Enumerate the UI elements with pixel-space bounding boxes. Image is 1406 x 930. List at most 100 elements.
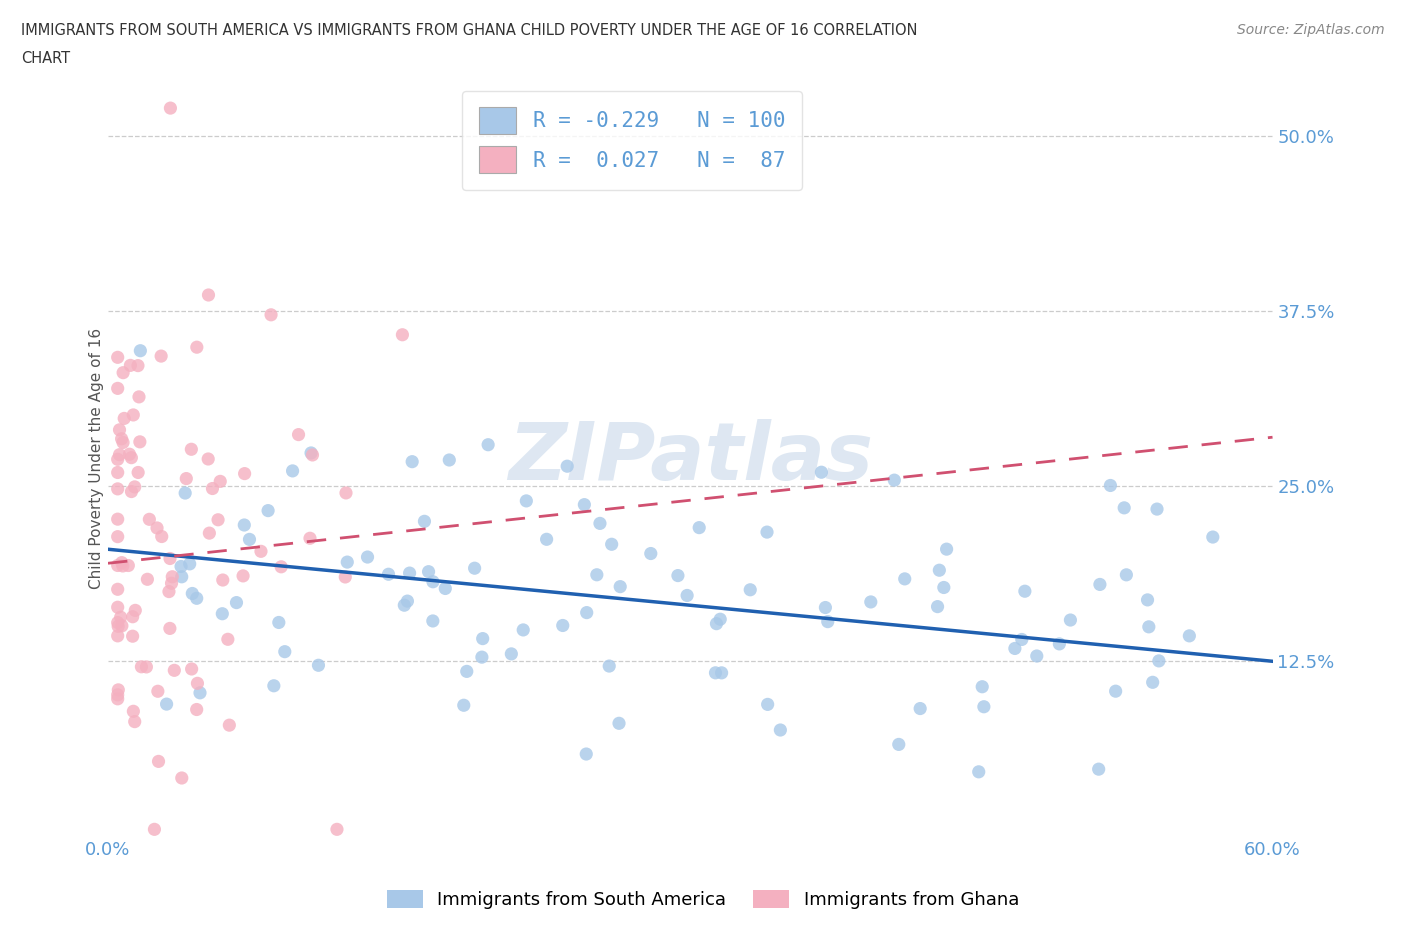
Point — [464, 561, 486, 576]
Point — [676, 588, 699, 603]
Point — [1202, 529, 1225, 544]
Point — [335, 569, 357, 584]
Point — [477, 437, 499, 452]
Point — [377, 566, 399, 581]
Point — [893, 571, 915, 586]
Text: ZIPatlas: ZIPatlas — [508, 419, 873, 498]
Point — [1099, 478, 1122, 493]
Point — [935, 541, 957, 556]
Point — [301, 447, 323, 462]
Point — [640, 546, 662, 561]
Text: Source: ZipAtlas.com: Source: ZipAtlas.com — [1237, 23, 1385, 37]
Point — [127, 358, 149, 373]
Point — [394, 598, 416, 613]
Point — [108, 447, 131, 462]
Point — [973, 699, 995, 714]
Point — [138, 512, 160, 526]
Point — [413, 514, 436, 529]
Point — [391, 327, 413, 342]
Point — [439, 453, 461, 468]
Point — [150, 529, 173, 544]
Point — [769, 723, 792, 737]
Point — [274, 644, 297, 659]
Point — [1004, 641, 1026, 656]
Point — [112, 411, 135, 426]
Point — [146, 521, 169, 536]
Point — [1087, 762, 1109, 777]
Point — [186, 339, 208, 354]
Legend: Immigrants from South America, Immigrants from Ghana: Immigrants from South America, Immigrant… — [380, 883, 1026, 916]
Point — [263, 678, 285, 693]
Point — [181, 586, 204, 601]
Point — [515, 494, 537, 509]
Point — [932, 580, 955, 595]
Point — [401, 454, 423, 469]
Point — [107, 381, 129, 396]
Point — [233, 518, 256, 533]
Point — [928, 563, 950, 578]
Point — [233, 466, 256, 481]
Point — [129, 343, 152, 358]
Point — [155, 697, 177, 711]
Point — [163, 663, 186, 678]
Point — [122, 704, 145, 719]
Point — [471, 631, 494, 646]
Point — [107, 691, 129, 706]
Point — [575, 605, 598, 620]
Point — [688, 520, 710, 535]
Point — [453, 698, 475, 712]
Point — [107, 629, 129, 644]
Point — [260, 308, 283, 323]
Point — [112, 365, 135, 380]
Point — [270, 559, 292, 574]
Point — [107, 482, 129, 497]
Point — [598, 658, 620, 673]
Point — [396, 593, 419, 608]
Point — [422, 614, 444, 629]
Point — [1047, 636, 1070, 651]
Point — [908, 701, 931, 716]
Point — [170, 569, 193, 584]
Point — [107, 600, 129, 615]
Point — [471, 650, 494, 665]
Point — [972, 679, 994, 694]
Point — [336, 554, 359, 569]
Point — [143, 822, 166, 837]
Point — [111, 555, 134, 570]
Point — [150, 349, 173, 364]
Point — [160, 576, 183, 591]
Point — [201, 481, 224, 496]
Point — [1115, 567, 1137, 582]
Point — [128, 434, 150, 449]
Point — [709, 612, 731, 627]
Point — [1059, 613, 1081, 628]
Point — [704, 665, 727, 680]
Point — [107, 512, 129, 526]
Point — [111, 432, 134, 446]
Point — [107, 452, 129, 467]
Point — [585, 567, 607, 582]
Point — [1114, 500, 1136, 515]
Point — [1178, 629, 1201, 644]
Point — [281, 463, 304, 478]
Text: CHART: CHART — [21, 51, 70, 66]
Point — [111, 559, 134, 574]
Point — [107, 582, 129, 597]
Point — [307, 658, 329, 672]
Point — [121, 629, 143, 644]
Point — [883, 472, 905, 487]
Point — [159, 551, 181, 566]
Point — [124, 603, 146, 618]
Point — [756, 525, 779, 539]
Point — [710, 665, 733, 680]
Point — [422, 575, 444, 590]
Point — [512, 622, 534, 637]
Point — [148, 754, 170, 769]
Point — [335, 485, 357, 500]
Point — [107, 615, 129, 630]
Point — [198, 525, 221, 540]
Point — [112, 435, 135, 450]
Point — [174, 485, 197, 500]
Point — [814, 600, 837, 615]
Point — [170, 559, 193, 574]
